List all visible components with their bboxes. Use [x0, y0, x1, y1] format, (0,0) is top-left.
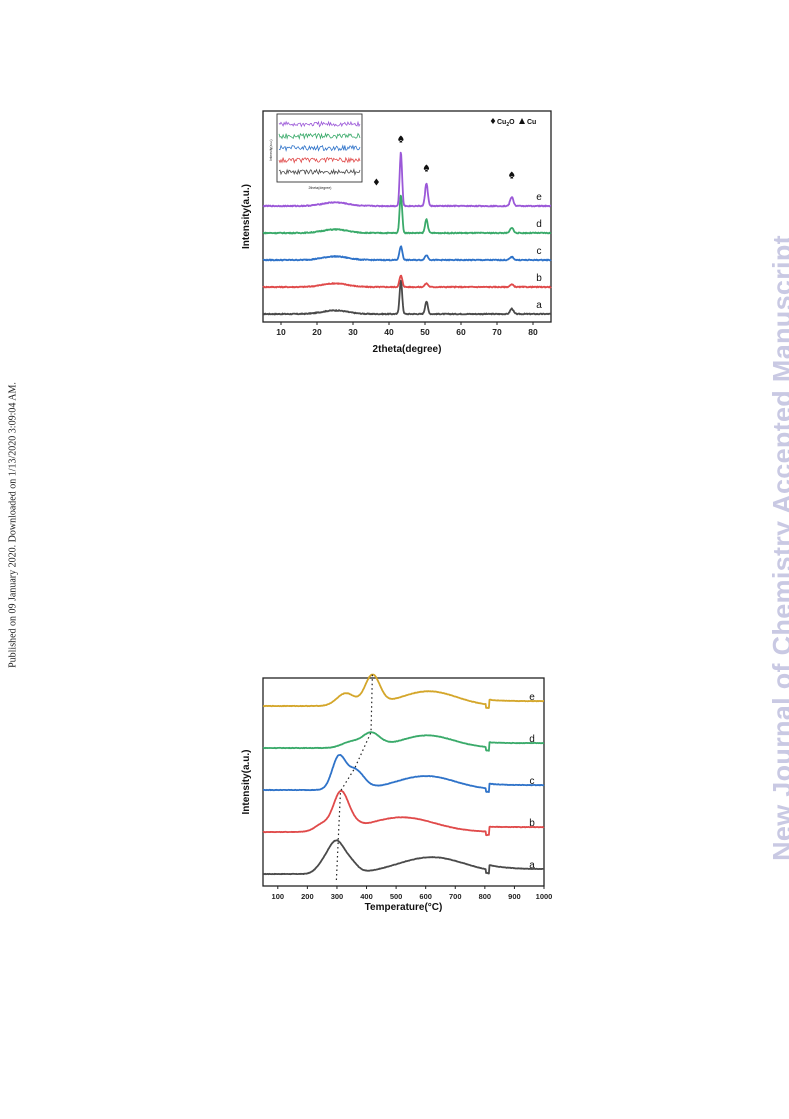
inset-y-label: Intensity(a.u.) [269, 139, 273, 160]
x-axis-label: Temperature(°C) [365, 902, 443, 913]
legend-cu-label: Cu [527, 119, 536, 126]
legend-cu-marker [519, 118, 525, 124]
plot-frame [262, 110, 552, 323]
inset-series-line [278, 144, 361, 152]
series-label-b: b [529, 818, 535, 829]
inset-plot: 2theta(degree) Intensity(a.u.) [269, 113, 363, 190]
x-axis-label: 2theta(degree) [373, 344, 442, 355]
series-line-c [262, 245, 552, 262]
series-line-c [262, 754, 545, 793]
inset-series-line [278, 120, 361, 128]
x-tick-label: 500 [390, 892, 403, 901]
inset-series-line [278, 132, 361, 141]
inset-series-line [278, 167, 361, 176]
x-tick-label: 800 [479, 892, 492, 901]
x-tick-label: 1000 [536, 892, 553, 901]
legend-cu2o-label: Cu2O [497, 119, 515, 128]
series-label-e: e [536, 192, 542, 203]
series-label-c: c [530, 776, 535, 787]
series-line-a [262, 839, 545, 876]
series-line-b [262, 274, 552, 289]
x-tick-label: 20 [312, 327, 322, 337]
series-line-e [262, 151, 552, 208]
x-tick-label: 80 [528, 327, 538, 337]
x-tick-label: 50 [420, 327, 430, 337]
cu-peak-marker [398, 135, 404, 143]
x-tick-label: 400 [360, 892, 373, 901]
legend-cu2o-sub: 2 [506, 122, 509, 128]
inset-series-line [278, 156, 361, 164]
legend-cu2o-text: Cu [497, 119, 506, 126]
x-tick-label: 100 [272, 892, 285, 901]
x-tick-label: 30 [348, 327, 358, 337]
series-line-d [262, 194, 552, 235]
legend-cu2o-suffix: O [509, 119, 515, 126]
x-tick-label: 200 [301, 892, 314, 901]
legend-cu2o-marker [490, 118, 496, 124]
x-tick-label: 600 [419, 892, 432, 901]
x-tick-label: 300 [331, 892, 344, 901]
series-line-b [262, 789, 545, 837]
series-label-d: d [529, 734, 535, 745]
y-axis-label: Intensity(a.u.) [241, 749, 252, 814]
plot-frame [262, 677, 545, 887]
peak-shift-guide [335, 674, 373, 881]
series-label-d: d [536, 219, 542, 230]
x-tick-label: 900 [508, 892, 521, 901]
series-label-a: a [536, 300, 542, 311]
series-label-a: a [529, 860, 535, 871]
series-line-a [262, 279, 552, 316]
series-line-d [262, 731, 545, 752]
y-axis-label: Intensity(a.u.) [241, 184, 252, 249]
series-label-e: e [529, 692, 535, 703]
x-tick-label: 40 [384, 327, 394, 337]
series-label-c: c [537, 246, 542, 257]
x-tick-label: 700 [449, 892, 462, 901]
cu-peak-marker [509, 171, 515, 179]
x-tick-label: 60 [456, 327, 466, 337]
cu2o-peak-marker [373, 178, 379, 186]
inset-x-label: 2theta(degree) [309, 186, 332, 190]
x-tick-label: 10 [276, 327, 286, 337]
x-tick-label: 70 [492, 327, 502, 337]
series-line-e [262, 673, 545, 709]
series-label-b: b [536, 273, 542, 284]
cu-peak-marker [423, 164, 430, 172]
